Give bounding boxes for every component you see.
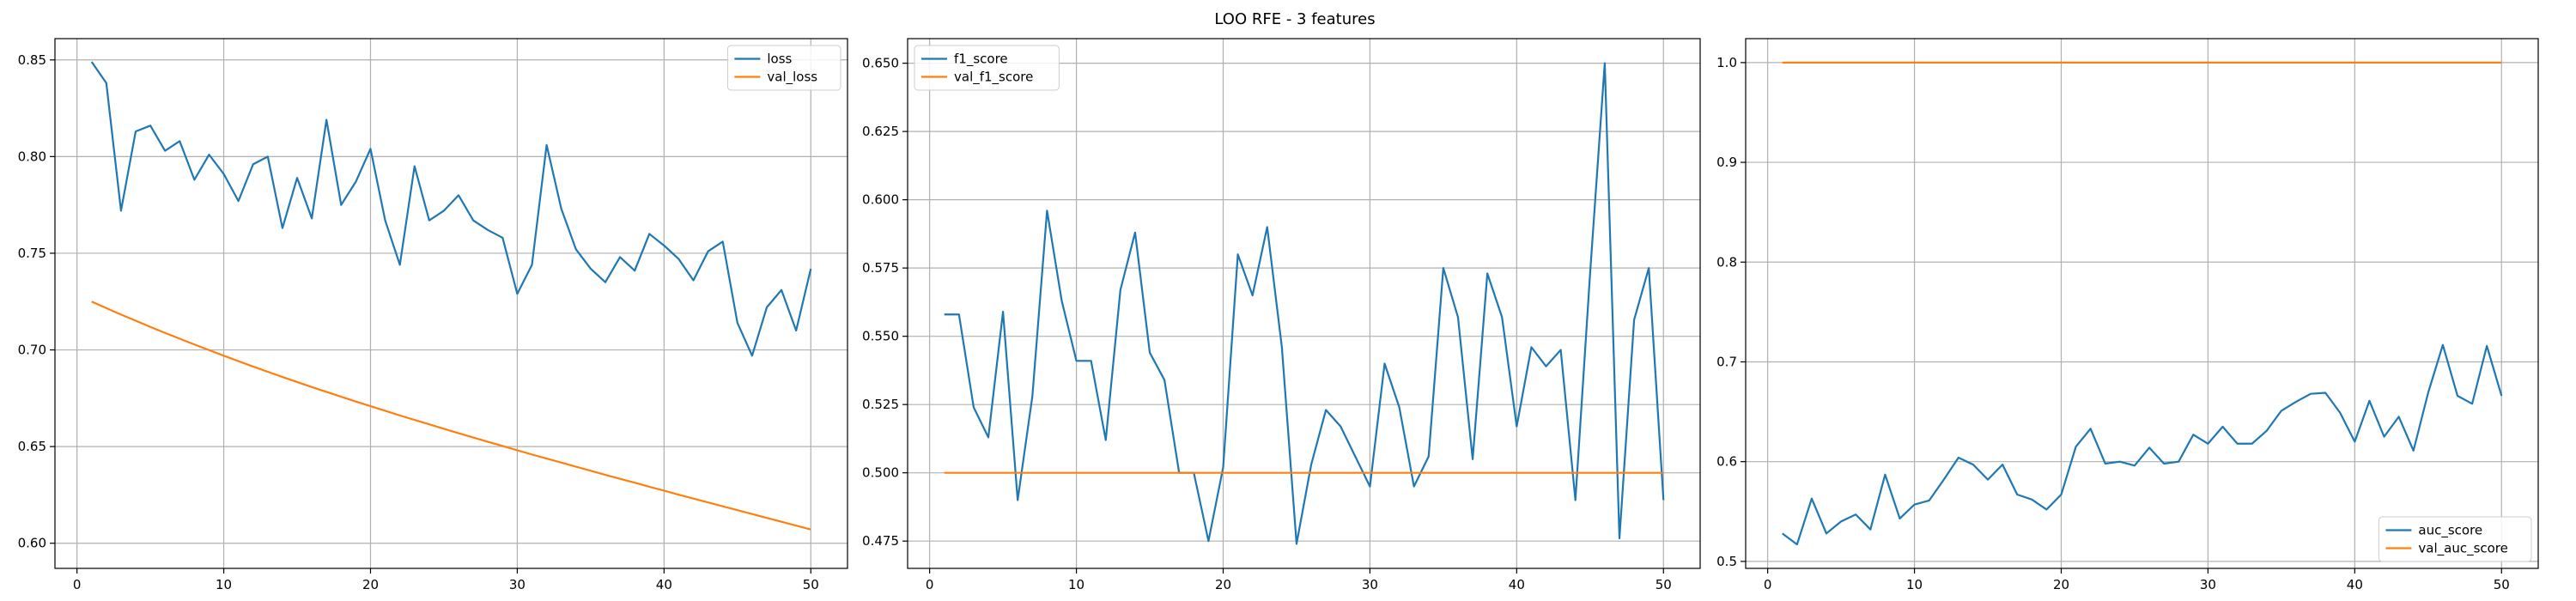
legend: f1_score val_f1_score [914,45,1060,91]
y-tick-label: 0.8 [1716,254,1737,270]
x-tick-label: 40 [2347,577,2363,592]
legend: loss val_loss [726,45,841,91]
legend-label-val_loss: val_loss [767,70,817,86]
x-tick-label: 50 [1656,577,1672,592]
y-tick-label: 0.75 [18,246,46,261]
series-line-loss [90,61,812,357]
x-tick-label: 20 [2053,577,2069,592]
y-tick-label: 0.525 [862,397,899,412]
series-line-val_loss [91,300,811,531]
y-tick-label: 0.500 [862,465,899,481]
x-tick-label: 50 [803,577,819,592]
x-tick-label: 10 [216,577,232,592]
axes-frame [907,38,1701,569]
x-tick-label: 30 [509,577,526,592]
x-tick-label: 50 [2494,577,2510,592]
y-tick-label: 0.85 [18,52,46,68]
x-tick-label: 10 [1906,577,1923,592]
y-tick-label: 0.575 [862,260,899,276]
legend-label-f1_score: f1_score [954,52,1008,68]
legend-box [726,45,841,91]
x-tick-label: 0 [926,577,934,592]
subplot-3: 0 10 20 30 40 50 0.5 0.6 0.7 0.8 0.9 1.0 auc_scoreva… [1716,38,2539,592]
y-tick-label: 0.80 [18,149,46,164]
legend-box [914,45,1060,91]
y-tick-label: 0.5 [1716,554,1737,569]
subplots: 0 10 20 30 40 500.600.650.700.750.800.85 lossv… [18,38,2539,592]
subplot-2: 0 10 20 30 40 50 0.475 0.500 0.525 0.550 0.575 0.60… [862,38,1701,592]
legend-label-auc_score: auc_score [2418,523,2482,539]
x-tick-label: 30 [1362,577,1378,592]
series-line-f1_score [944,62,1665,545]
legend-box [2378,516,2532,562]
y-tick-label: 0.625 [862,124,899,139]
y-tick-label: 0.475 [862,533,899,549]
figure-title: LOO RFE - 3 features [1214,10,1375,28]
y-tick-label: 0.7 [1716,354,1737,369]
x-tick-label: 40 [656,577,672,592]
y-tick-label: 0.70 [18,343,46,358]
series-line-auc_score [1782,343,2503,546]
axes-frame [1745,38,2539,569]
legend-label-val_auc_score: val_auc_score [2418,541,2508,557]
y-tick-label: 0.600 [862,192,899,208]
y-tick-label: 0.6 [1716,454,1737,470]
x-tick-label: 30 [2200,577,2216,592]
x-tick-label: 20 [1215,577,1231,592]
y-tick-label: 0.650 [862,56,899,71]
y-tick-label: 0.550 [862,329,899,344]
legend-label-loss: loss [767,52,792,67]
x-tick-label: 0 [1764,577,1772,592]
y-tick-label: 1.0 [1716,55,1737,70]
subplot-1: 0 10 20 30 40 50 0.60 0.65 0.70 0.75 0.80 0.85 loss v… [18,38,848,592]
x-tick-label: 20 [362,577,379,592]
x-tick-label: 0 [73,577,82,592]
x-tick-label: 10 [1068,577,1084,592]
legend: auc_score val_auc_score [2378,516,2532,562]
axes-frame [54,38,848,569]
y-tick-label: 0.65 [18,439,46,454]
legend-label-val_f1_score: val_f1_score [954,70,1033,86]
y-tick-label: 0.60 [18,536,46,551]
x-tick-label: 40 [1509,577,1525,592]
y-tick-label: 0.9 [1716,155,1737,170]
